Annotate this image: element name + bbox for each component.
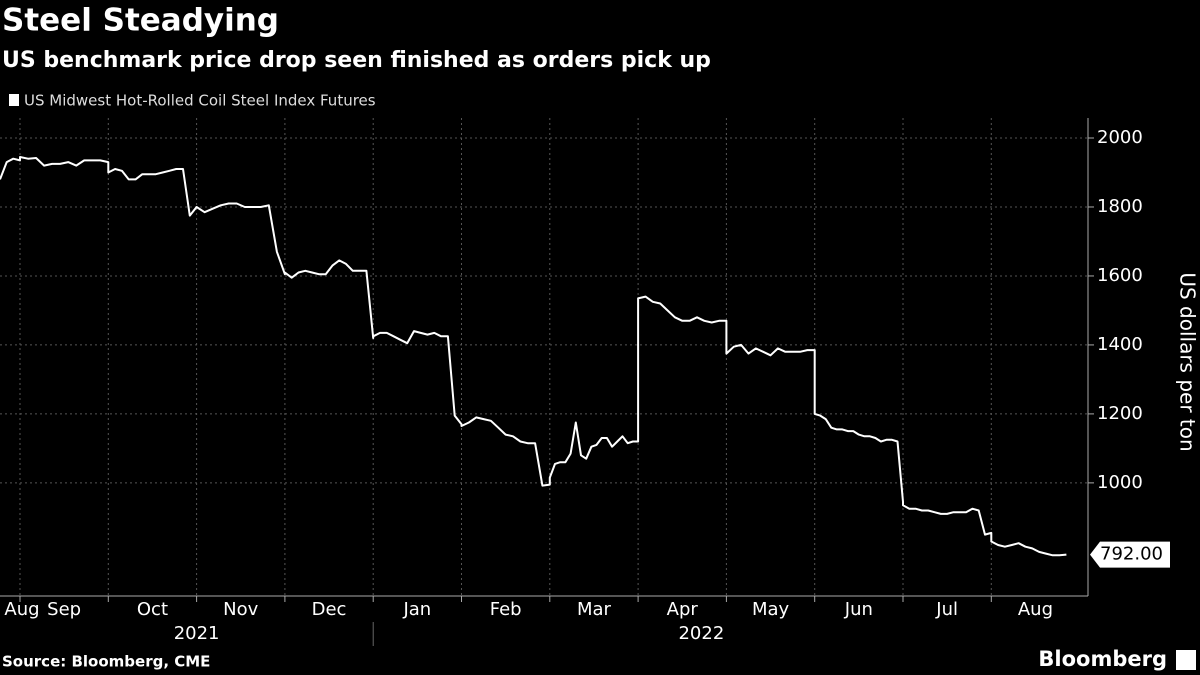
x-tick-label: May: [752, 599, 790, 620]
x-tick-label: Sep: [47, 599, 81, 620]
x-tick-label: Nov: [223, 599, 258, 620]
chart-subtitle: US benchmark price drop seen finished as…: [2, 48, 711, 73]
y-tick-label: 1000: [1097, 472, 1143, 493]
series-line: [0, 156, 1067, 557]
y-tick-label: 1600: [1097, 265, 1143, 286]
y-axis-label: US dollars per ton: [1176, 272, 1200, 451]
brand: Bloomberg: [1038, 647, 1167, 671]
y-tick-label: 1800: [1097, 196, 1143, 217]
x-tick-label: Mar: [577, 599, 612, 620]
x-tick-label: Apr: [667, 599, 699, 620]
x-tick-label: Jun: [844, 599, 873, 620]
x-tick-label: Aug: [4, 599, 39, 620]
source: Source: Bloomberg, CME: [2, 653, 210, 671]
x-tick-label: Aug: [1018, 599, 1053, 620]
x-tick-label: Feb: [490, 599, 522, 620]
y-tick-label: 1400: [1097, 334, 1143, 355]
chart-title: Steel Steadying: [2, 3, 279, 39]
x-tick-label: Jul: [935, 599, 958, 620]
year-label: 2022: [678, 623, 724, 644]
legend-swatch: [9, 94, 19, 106]
last-value-label: 792.00: [1100, 544, 1163, 565]
brand-icon: [1176, 650, 1196, 670]
x-tick-label: Dec: [312, 599, 347, 620]
y-tick-label: 2000: [1097, 127, 1143, 148]
x-tick-label: Jan: [402, 599, 431, 620]
last-value-tag: [1090, 541, 1170, 568]
legend-label: US Midwest Hot-Rolled Coil Steel Index F…: [24, 92, 376, 110]
year-label: 2021: [174, 623, 220, 644]
x-tick-label: Oct: [137, 599, 168, 620]
y-tick-label: 1200: [1097, 403, 1143, 424]
